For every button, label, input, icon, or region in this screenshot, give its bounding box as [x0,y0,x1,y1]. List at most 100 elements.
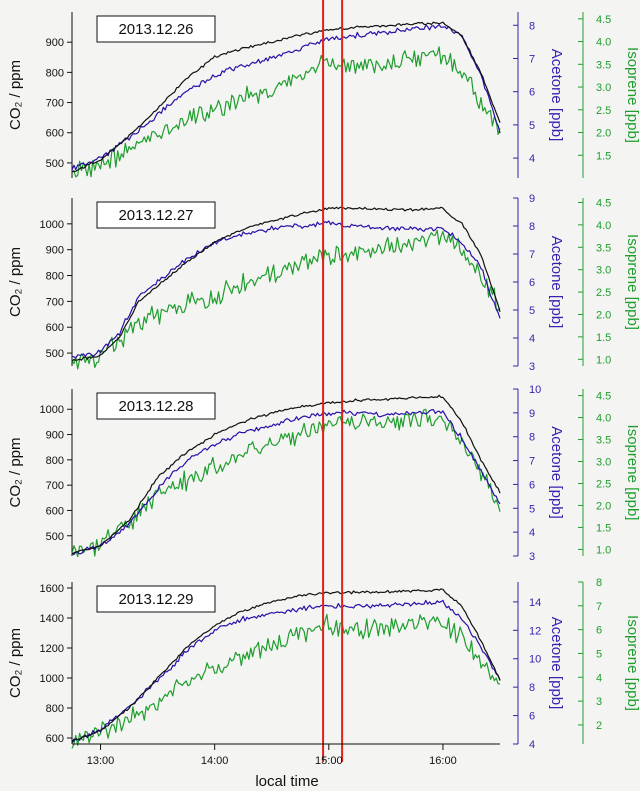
series-line-isoprene [71,613,501,749]
panel-date-label: 2013.12.26 [96,15,216,43]
co2-tick-label: 800 [46,455,64,467]
acetone-tick-label: 3 [529,551,535,563]
co2-tick-label: 700 [46,296,64,308]
acetone-tick-label: 10 [529,384,541,396]
acetone-tick-label: 8 [529,682,535,694]
acetone-tick-label: 6 [529,479,535,491]
acetone-tick-label: 12 [529,625,541,637]
co2-axis-title: CO₂ / ppm [7,628,24,698]
acetone-tick-label: 5 [529,305,535,317]
acetone-axis-title: Acetone [ppb] [548,236,565,329]
isoprene-tick-label: 3.5 [596,242,611,254]
isoprene-tick-label: 2.0 [596,500,611,512]
series-line-isoprene [71,229,501,370]
chart-panel-2013.12.27: 500 600 700 800 900 1000 CO₂ / ppm 3 4 5 6 7 8 9 Aceto… [7,193,640,373]
acetone-axis-title: Acetone [ppb] [548,617,565,710]
acetone-tick-label: 7 [529,53,535,65]
acetone-axis-title: Acetone [ppb] [548,426,565,519]
series-line-co2 [71,588,501,743]
isoprene-tick-label: 4.5 [596,197,611,209]
x-axis: 13:00 14:00 15:00 16:00 [72,743,500,767]
co2-tick-label: 600 [46,505,64,517]
date-label-box [96,585,216,613]
date-label-text: 2013.12.26 [118,21,193,38]
chart-panel-2013.12.29: 600 800 1000 1200 1400 1600 CO₂ / ppm 4 6 8 10 12 14… [7,577,640,751]
co2-axis-title: CO₂ / ppm [7,60,24,130]
co2-tick-label: 800 [46,271,64,283]
series-line-acetone [71,599,501,744]
acetone-tick-label: 9 [529,408,535,420]
isoprene-axis-title: Isoprene [ppb] [624,234,640,330]
x-tick-label: 13:00 [87,755,115,767]
isoprene-tick-label: 3.0 [596,82,611,94]
co2-tick-label: 800 [46,67,64,79]
acetone-tick-label: 8 [529,20,535,32]
isoprene-tick-label: 1.0 [596,544,611,556]
isoprene-tick-label: 1.5 [596,332,611,344]
acetone-tick-label: 6 [529,277,535,289]
co2-tick-label: 800 [46,703,64,715]
x-tick-label: 16:00 [429,755,457,767]
acetone-tick-label: 8 [529,432,535,444]
isoprene-tick-label: 4.0 [596,37,611,49]
date-label-text: 2013.12.29 [118,591,193,608]
isoprene-tick-label: 2.0 [596,128,611,140]
isoprene-tick-label: 1.5 [596,522,611,534]
panels-layer: 500 600 700 800 900 CO₂ / ppm 4 5 6 7 8 Acetone [pp… [7,12,640,751]
co2-tick-label: 1400 [40,613,64,625]
co2-axis-title: CO₂ / ppm [7,437,24,507]
isoprene-axis-title: Isoprene [ppb] [624,47,640,143]
isoprene-tick-label: 2 [596,720,602,732]
acetone-tick-label: 14 [529,597,541,609]
x-axis-title: local time [255,773,318,790]
co2-tick-label: 900 [46,37,64,49]
isoprene-tick-label: 3 [596,696,602,708]
series-line-acetone [71,220,501,359]
series-line-isoprene [71,46,501,178]
panel-date-label: 2013.12.28 [96,392,216,420]
acetone-tick-label: 7 [529,249,535,261]
series-line-co2 [71,21,501,173]
date-label-box [96,392,216,420]
isoprene-tick-label: 4.0 [596,413,611,425]
co2-tick-label: 1000 [40,673,64,685]
time-markers [322,0,344,762]
isoprene-tick-label: 1.5 [596,150,611,162]
acetone-tick-label: 4 [529,153,535,165]
isoprene-tick-label: 6 [596,625,602,637]
date-label-text: 2013.12.27 [118,207,193,224]
acetone-tick-label: 5 [529,120,535,132]
chart-panel-2013.12.26: 500 600 700 800 900 CO₂ / ppm 4 5 6 7 8 Acetone [pp… [7,12,640,178]
co2-tick-label: 900 [46,430,64,442]
chart-panel-2013.12.28: 500 600 700 800 900 1000 CO₂ / ppm 3 4 5 6 7 8 9 10 Ace… [7,384,640,563]
acetone-tick-label: 5 [529,503,535,515]
isoprene-tick-label: 4.5 [596,391,611,403]
co2-tick-label: 1600 [40,583,64,595]
isoprene-tick-label: 2.5 [596,105,611,117]
acetone-tick-label: 4 [529,527,535,539]
isoprene-tick-label: 1.0 [596,354,611,366]
panel-date-label: 2013.12.29 [96,585,216,613]
series-line-acetone [71,24,501,171]
acetone-tick-label: 3 [529,361,535,373]
co2-tick-label: 600 [46,128,64,140]
series-line-co2 [71,206,501,362]
co2-axis-title: CO₂ / ppm [7,247,24,317]
date-label-box [96,201,216,229]
acetone-tick-label: 10 [529,654,541,666]
co2-tick-label: 700 [46,480,64,492]
co2-tick-label: 600 [46,733,64,745]
co2-tick-label: 1000 [40,219,64,231]
acetone-tick-label: 7 [529,456,535,468]
acetone-axis-title: Acetone [ppb] [548,49,565,142]
isoprene-tick-label: 3.5 [596,59,611,71]
co2-tick-label: 600 [46,322,64,334]
acetone-tick-label: 8 [529,221,535,233]
co2-tick-label: 500 [46,348,64,360]
isoprene-tick-label: 3.0 [596,457,611,469]
isoprene-tick-label: 4 [596,672,602,684]
isoprene-axis-title: Isoprene [ppb] [624,615,640,711]
x-tick-label: 14:00 [201,755,229,767]
